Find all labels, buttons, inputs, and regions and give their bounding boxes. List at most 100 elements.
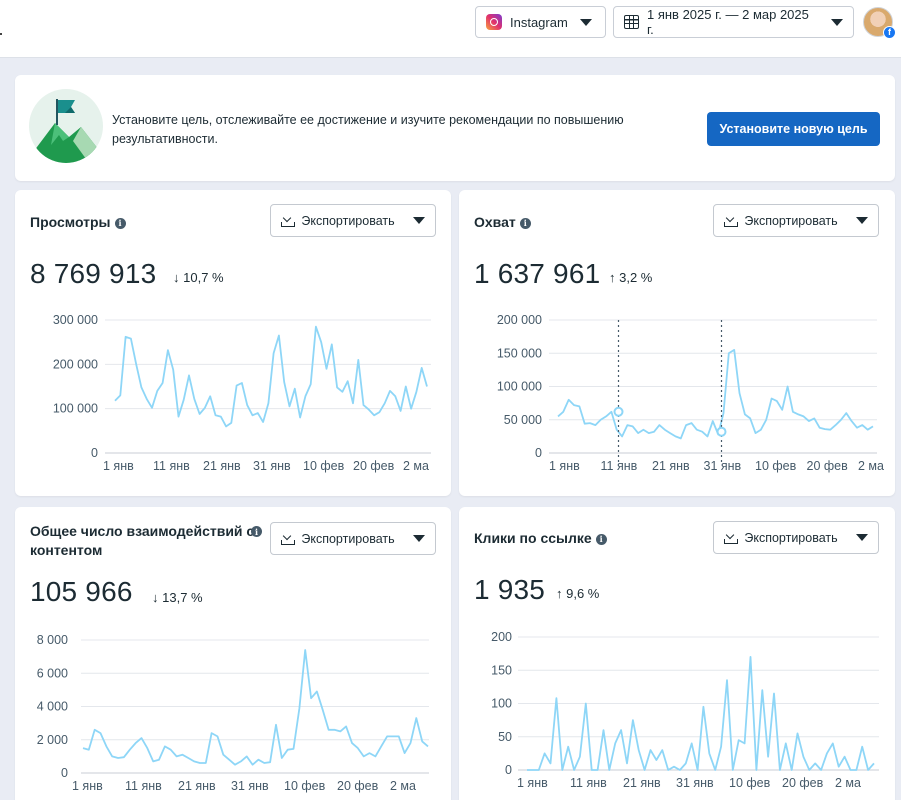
y-tick-label: 150 000	[497, 346, 542, 360]
series-line	[114, 325, 428, 428]
x-tick-label: 20 фев	[337, 779, 379, 793]
y-tick-label: 200	[491, 630, 512, 644]
y-tick-label: 0	[535, 446, 542, 460]
facebook-badge-icon: f	[883, 26, 896, 39]
views-title: Просмотры i	[30, 213, 126, 232]
arrow-up-icon: ↑	[556, 586, 563, 601]
link-clicks-chart: 200 150 100 50 0 1 янв 11 янв 21 янв 31 янв 10 фе…	[491, 630, 879, 790]
reach-chart: 200 000 150 000 100 000 50 000 0 1 янв 11 янв 2…	[497, 313, 884, 473]
x-tick-label: 1 янв	[549, 459, 580, 473]
reach-delta: ↑ 3,2 %	[609, 270, 652, 285]
y-tick-label: 0	[61, 766, 68, 780]
y-tick-label: 0	[505, 763, 512, 777]
export-label: Экспортировать	[744, 530, 838, 545]
views-title-text: Просмотры	[30, 214, 111, 230]
views-chart: 300 000 200 000 100 000 0 1 янв 11 янв 21 янв 3…	[53, 313, 431, 473]
views-export-button[interactable]: Экспортировать	[270, 204, 436, 237]
x-tick-label: 21 янв	[203, 459, 241, 473]
interactions-chart: 8 000 6 000 4 000 2 000 0 1 янв 11 янв 21 янв 31…	[37, 633, 429, 793]
link-clicks-card: Клики по ссылке i Экспортировать 1 935 ↑ …	[459, 507, 895, 800]
interactions-delta-text: 13,7 %	[162, 590, 203, 605]
y-tick-label: 8 000	[37, 633, 68, 647]
info-icon[interactable]: i	[519, 217, 531, 229]
goal-banner: Установите цель, отслеживайте ее достиже…	[15, 75, 895, 181]
y-tick-label: 200 000	[497, 313, 542, 327]
y-tick-label: 100 000	[497, 380, 542, 394]
marker-point	[613, 406, 624, 417]
chevron-down-icon	[855, 534, 868, 541]
reach-value: 1 637 961	[474, 258, 601, 289]
x-tick-label: 11 янв	[125, 779, 162, 793]
x-tick-label: 10 фев	[755, 459, 797, 473]
views-delta-text: 10,7 %	[183, 270, 224, 285]
x-tick-label: 31 янв	[231, 779, 269, 793]
x-tick-label: 1 янв	[103, 459, 134, 473]
x-tick-label: 10 фев	[284, 779, 326, 793]
y-tick-label: 100	[491, 697, 512, 711]
x-tick-label: 31 янв	[704, 459, 742, 473]
x-tick-label: 21 янв	[623, 776, 661, 790]
date-range-picker[interactable]: 1 янв 2025 г. — 2 мар 2025 г.	[613, 6, 854, 38]
info-icon[interactable]: i	[251, 526, 262, 537]
arrow-down-icon: ↓	[173, 270, 180, 285]
x-tick-label: 2 ма	[390, 779, 416, 793]
instagram-icon	[486, 14, 502, 30]
x-tick-label: 20 фев	[782, 776, 824, 790]
avatar[interactable]: f	[863, 7, 896, 39]
reach-delta-text: 3,2 %	[619, 270, 653, 285]
y-tick-label: 100 000	[53, 402, 98, 416]
x-tick-label: 2 ма	[835, 776, 861, 790]
export-label: Экспортировать	[301, 213, 395, 228]
link-clicks-delta: ↑ 9,6 %	[556, 586, 599, 601]
info-icon[interactable]: i	[114, 217, 126, 229]
x-tick-label: 11 янв	[601, 459, 638, 473]
link-clicks-export-button[interactable]: Экспортировать	[713, 521, 879, 554]
chevron-down-icon	[579, 18, 592, 26]
chevron-down-icon	[412, 217, 425, 224]
link-clicks-delta-text: 9,6 %	[566, 586, 600, 601]
reach-export-button[interactable]: Экспортировать	[713, 204, 879, 237]
chevron-down-icon	[855, 217, 868, 224]
download-icon	[724, 215, 739, 227]
download-icon	[724, 532, 739, 544]
reach-title: Охват i	[474, 213, 531, 232]
x-tick-label: 11 янв	[153, 459, 190, 473]
x-tick-label: 1 янв	[72, 779, 103, 793]
top-bar: Instagram 1 янв 2025 г. — 2 мар 2025 г. …	[0, 0, 901, 58]
arrow-up-icon: ↑	[609, 270, 616, 285]
interactions-card: Общее число взаимодействий с контентом i…	[15, 507, 451, 800]
y-tick-label: 50 000	[504, 413, 542, 427]
x-tick-label: 1 янв	[517, 776, 548, 790]
interactions-title: Общее число взаимодействий с контентом	[30, 523, 255, 558]
x-tick-label: 31 янв	[253, 459, 291, 473]
chevron-down-icon	[412, 535, 425, 542]
interactions-export-button[interactable]: Экспортировать	[270, 522, 436, 555]
x-tick-label: 20 фев	[353, 459, 395, 473]
x-tick-label: 10 фев	[303, 459, 345, 473]
info-icon[interactable]: i	[595, 533, 607, 545]
interactions-delta: ↓ 13,7 %	[152, 590, 203, 605]
goal-flag-mountain-icon	[29, 89, 103, 163]
reach-card: Охват i Экспортировать 1 637 961 ↑ 3,2 % …	[459, 190, 895, 496]
chevron-down-icon	[831, 18, 843, 26]
y-tick-label: 6 000	[37, 666, 68, 680]
download-icon	[281, 533, 296, 545]
y-tick-label: 150	[491, 663, 512, 677]
set-goal-button[interactable]: Установите новую цель	[707, 112, 880, 146]
reach-title-text: Охват	[474, 214, 516, 230]
x-tick-label: 11 янв	[570, 776, 607, 790]
calendar-icon	[624, 15, 639, 29]
link-clicks-value: 1 935	[474, 574, 546, 605]
views-value: 8 769 913	[30, 258, 157, 289]
link-clicks-title-text: Клики по ссылке	[474, 530, 592, 546]
x-tick-label: 10 фев	[729, 776, 771, 790]
x-tick-label: 2 ма	[858, 459, 884, 473]
platform-selector[interactable]: Instagram	[475, 6, 606, 38]
views-delta: ↓ 10,7 %	[173, 270, 224, 285]
export-label: Экспортировать	[744, 213, 838, 228]
y-tick-label: 300 000	[53, 313, 98, 327]
link-clicks-title: Клики по ссылке i	[474, 529, 607, 548]
y-tick-label: 200 000	[53, 357, 98, 371]
goal-description: Установите цель, отслеживайте ее достиже…	[112, 113, 624, 146]
x-tick-label: 21 янв	[652, 459, 690, 473]
